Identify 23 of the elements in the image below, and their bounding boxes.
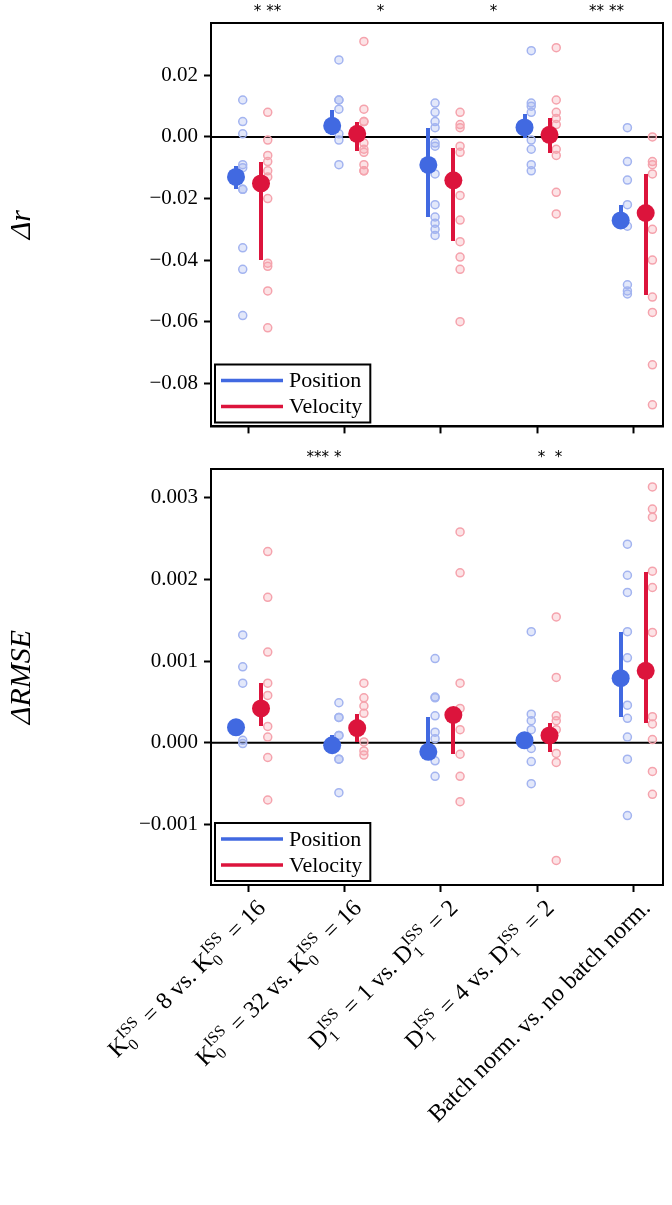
legend-label: Position (289, 825, 362, 851)
text: ** ** (589, 2, 625, 21)
y-tick-label: −0.08 (149, 369, 198, 394)
legend-label: Velocity (289, 393, 363, 419)
y-tick-label: 0.000 (150, 729, 198, 754)
y-tick-label: −0.001 (138, 811, 198, 836)
text: * * (537, 448, 563, 467)
text: * ** (253, 2, 282, 21)
y-axis-title: ΔRMSE (2, 629, 36, 726)
text: * (489, 2, 498, 21)
y-tick-label: −0.02 (149, 185, 198, 210)
text: * (376, 2, 385, 21)
y-tick-label: −0.04 (149, 246, 199, 271)
text: *** * (306, 448, 342, 467)
y-tick-label: 0.003 (150, 484, 198, 509)
y-tick-label: 0.00 (161, 123, 198, 148)
y-tick-label: 0.001 (150, 647, 198, 672)
legend-label: Velocity (289, 851, 363, 877)
y-tick-label: 0.02 (161, 61, 198, 86)
y-tick-label: 0.002 (150, 565, 198, 590)
legend-label: Position (289, 367, 362, 393)
y-axis-title: Δr (2, 209, 36, 241)
y-tick-label: −0.06 (149, 308, 198, 333)
